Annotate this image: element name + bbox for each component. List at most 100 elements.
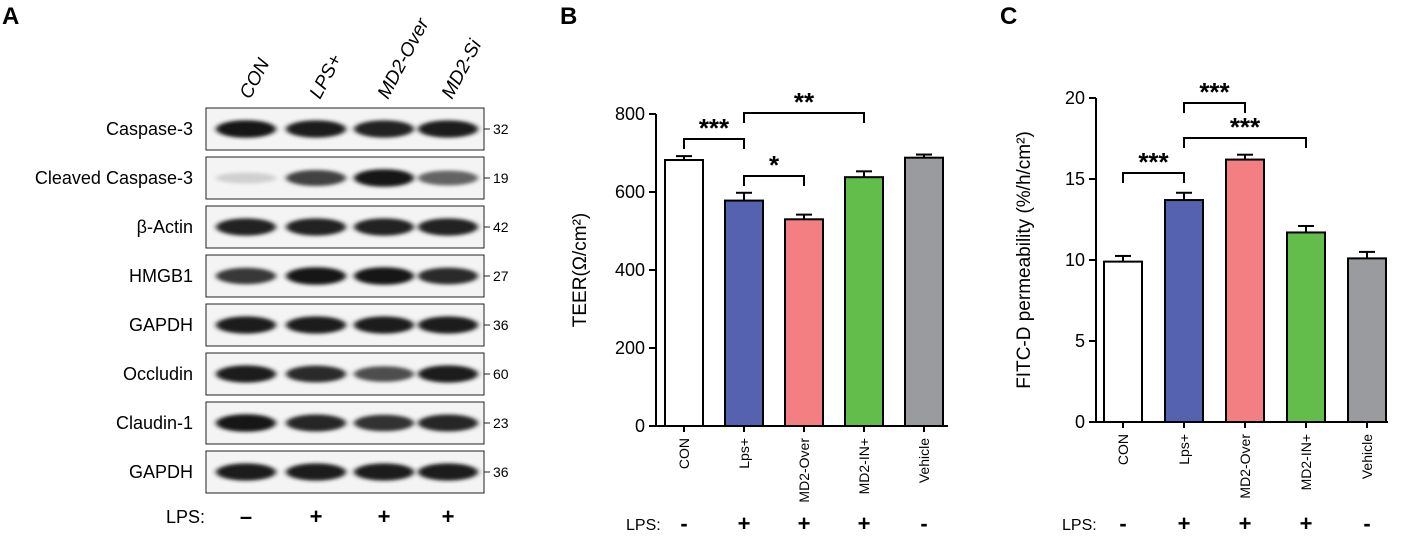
blot-row: GAPDH 36: [129, 303, 509, 347]
lps-sign: -: [680, 511, 687, 536]
kda-label: 23: [493, 415, 509, 431]
blot-band: [354, 267, 414, 285]
lane-label: MD2-Over: [374, 15, 434, 103]
y-tick-label: 5: [1075, 331, 1085, 351]
significance-bracket: [743, 112, 865, 123]
x-tick-label: MD2-IN+: [1298, 434, 1314, 490]
blot-band: [354, 463, 414, 481]
x-tick-label: MD2-Over: [796, 438, 812, 503]
lps-sign: +: [1300, 511, 1313, 536]
protein-label: GAPDH: [129, 315, 193, 335]
blot-band: [216, 218, 276, 236]
significance-bracket: [743, 175, 805, 186]
y-tick-label: 800: [615, 104, 645, 124]
panel-label-c: C: [1000, 3, 1017, 30]
y-tick-label: 15: [1065, 169, 1085, 189]
y-tick-label: 400: [615, 260, 645, 280]
protein-label: GAPDH: [129, 462, 193, 482]
blot-band: [418, 120, 478, 138]
blot-band: [216, 365, 276, 383]
blot-band: [354, 316, 414, 334]
lps-sign: +: [1239, 511, 1252, 536]
teer-lps-label: LPS:: [626, 517, 661, 534]
y-tick-label: 10: [1065, 250, 1085, 270]
protein-label: Caspase-3: [106, 119, 193, 139]
blot-band: [216, 316, 276, 334]
x-tick-label: Vehicle: [916, 438, 932, 483]
x-tick-label: CON: [1115, 434, 1131, 465]
significance-bracket: [1183, 137, 1307, 148]
kda-label: 36: [493, 317, 509, 333]
blot-row: GAPDH 36: [129, 450, 509, 494]
blot-band: [286, 365, 346, 383]
lps-sign: +: [858, 511, 871, 536]
protein-label: Cleaved Caspase-3: [35, 168, 193, 188]
lps-sign: -: [920, 511, 927, 536]
blot-band: [418, 463, 478, 481]
x-tick-label: Lps+: [736, 438, 752, 469]
significance-label: *: [769, 150, 780, 180]
significance-bracket: [1122, 172, 1185, 183]
blot-band: [216, 414, 276, 432]
bar: [1164, 199, 1204, 423]
fitc-y-axis-label: FITC-D permeability (%/h/cm²): [1014, 131, 1035, 389]
y-tick-label: 0: [1075, 412, 1085, 432]
kda-label: 32: [493, 121, 509, 137]
lps-sign: -: [1363, 511, 1370, 536]
significance-bracket: [683, 138, 745, 149]
x-tick-label: MD2-Over: [1237, 434, 1253, 499]
blot-row: HMGB1 27: [129, 254, 509, 298]
blot-row: Cleaved Caspase-3 19: [35, 156, 509, 200]
lane-label: MD2-Si: [438, 36, 487, 102]
blot-band: [286, 218, 346, 236]
y-tick-label: 20: [1065, 88, 1085, 108]
teer-chart: TEER(Ω/cm²) LPS: 0 200 400 600 800 CON - Lps+ + M…: [570, 87, 948, 536]
blot-band: [216, 463, 276, 481]
significance-label: ***: [699, 113, 730, 143]
teer-y-axis-label: TEER(Ω/cm²): [570, 213, 591, 327]
kda-label: 27: [493, 268, 509, 284]
bar: [1225, 158, 1265, 423]
blot-band: [418, 267, 478, 285]
blot-band: [354, 218, 414, 236]
x-tick-label: MD2-IN+: [856, 438, 872, 494]
bar: [724, 199, 764, 427]
y-tick-label: 0: [635, 416, 645, 436]
blot-row: Claudin-1 23: [116, 401, 509, 445]
x-tick-label: Vehicle: [1359, 434, 1375, 479]
panel-label-b: B: [560, 3, 577, 30]
blot-band: [286, 316, 346, 334]
kda-label: 60: [493, 366, 509, 382]
blot-band: [216, 120, 276, 138]
lane-label: CON: [236, 55, 274, 102]
significance-label: ***: [1230, 112, 1261, 142]
protein-label: Occludin: [123, 364, 193, 384]
x-tick-label: CON: [676, 438, 692, 469]
bar: [1103, 260, 1143, 423]
lps-sign: +: [442, 504, 455, 529]
blot-band: [286, 414, 346, 432]
blot-row: β-Actin 42: [137, 205, 509, 249]
bar: [844, 176, 884, 427]
lane-label: LPS+: [306, 51, 347, 102]
blot-row: Caspase-3 32: [106, 107, 509, 151]
western-blot: CON LPS+ MD2-Over MD2-Si Caspase-3 32 Cleaved …: [35, 15, 509, 494]
blot-row: Occludin 60: [123, 352, 509, 396]
significance-label: **: [794, 87, 815, 117]
significance-bracket: [1183, 102, 1246, 113]
lps-sign: +: [378, 504, 391, 529]
panel-label-a: A: [2, 3, 19, 30]
bar: [664, 159, 704, 428]
blot-band: [354, 120, 414, 138]
bar: [1347, 257, 1387, 423]
blot-lps-label: LPS:: [166, 507, 205, 527]
fitc-lps-label: LPS:: [1062, 517, 1097, 534]
blot-band: [354, 414, 414, 432]
fitc-chart: FITC-D permeability (%/h/cm²) LPS: 0 5 10 1…: [1014, 77, 1388, 536]
lps-sign: +: [310, 504, 323, 529]
blot-band: [286, 463, 346, 481]
kda-label: 36: [493, 464, 509, 480]
blot-band: [286, 170, 346, 186]
y-tick-label: 600: [615, 182, 645, 202]
